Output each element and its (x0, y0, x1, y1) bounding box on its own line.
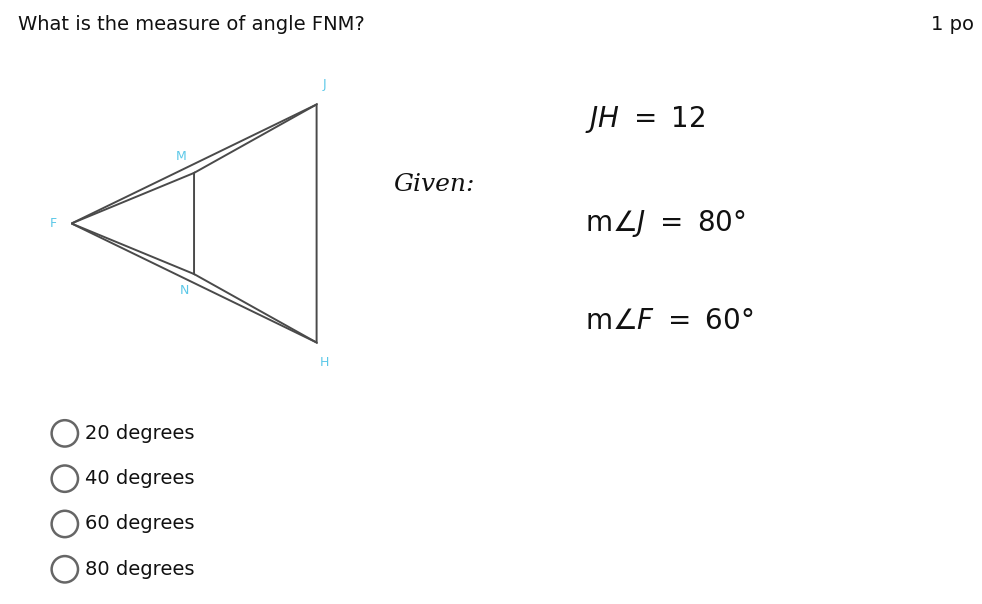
Text: 40 degrees: 40 degrees (85, 469, 195, 488)
Text: Given:: Given: (394, 173, 475, 196)
Text: What is the measure of angle FNM?: What is the measure of angle FNM? (18, 14, 364, 34)
Text: J: J (322, 79, 326, 91)
Text: $\mathrm{m}\angle \mathit{F}\ =\ 60°$: $\mathrm{m}\angle \mathit{F}\ =\ 60°$ (585, 308, 754, 335)
Text: $\mathit{JH}\ =\ 12$: $\mathit{JH}\ =\ 12$ (585, 104, 705, 135)
Text: N: N (180, 284, 190, 297)
Text: 80 degrees: 80 degrees (85, 560, 195, 579)
Text: M: M (176, 150, 187, 163)
Text: 1 po: 1 po (931, 14, 974, 34)
Text: F: F (50, 217, 57, 230)
Text: 20 degrees: 20 degrees (85, 424, 195, 443)
Text: H: H (319, 356, 329, 368)
Text: 60 degrees: 60 degrees (85, 515, 195, 533)
Text: $\mathrm{m}\angle \mathit{J}\ =\ 80°$: $\mathrm{m}\angle \mathit{J}\ =\ 80°$ (585, 208, 746, 239)
